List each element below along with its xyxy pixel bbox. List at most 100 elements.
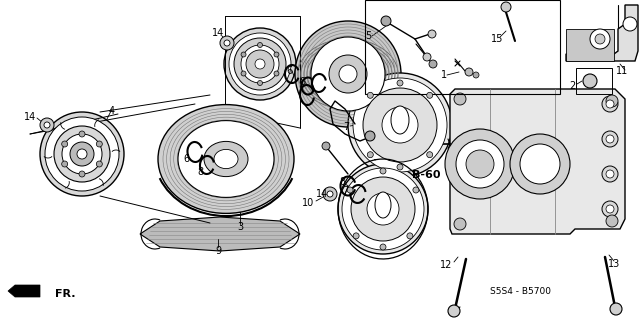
Circle shape: [234, 38, 286, 90]
Circle shape: [365, 131, 375, 141]
Text: B-60: B-60: [412, 170, 440, 180]
Circle shape: [220, 36, 234, 50]
Circle shape: [40, 112, 124, 196]
Polygon shape: [566, 29, 614, 61]
Circle shape: [40, 118, 54, 132]
Circle shape: [246, 50, 274, 78]
Text: 10: 10: [302, 198, 314, 208]
Circle shape: [241, 45, 279, 83]
Circle shape: [97, 161, 102, 167]
Circle shape: [397, 164, 403, 170]
Text: 6: 6: [286, 66, 292, 76]
Text: 15: 15: [491, 34, 503, 44]
Circle shape: [602, 96, 618, 112]
Circle shape: [339, 65, 357, 83]
Circle shape: [606, 95, 618, 107]
Polygon shape: [8, 285, 40, 297]
Circle shape: [454, 93, 466, 105]
Circle shape: [363, 88, 437, 162]
Text: 3: 3: [237, 222, 243, 232]
Text: 14: 14: [316, 189, 328, 199]
Circle shape: [295, 21, 401, 127]
Circle shape: [338, 164, 428, 254]
Circle shape: [347, 187, 353, 193]
Circle shape: [520, 144, 560, 184]
Circle shape: [413, 187, 419, 193]
Circle shape: [623, 17, 637, 31]
Circle shape: [79, 131, 85, 137]
Text: 8: 8: [299, 77, 305, 87]
Circle shape: [595, 34, 605, 44]
Circle shape: [353, 233, 359, 239]
Circle shape: [224, 28, 296, 100]
Circle shape: [465, 68, 473, 76]
Ellipse shape: [214, 149, 238, 169]
Circle shape: [428, 30, 436, 38]
Polygon shape: [566, 5, 638, 61]
Bar: [576, 68, 612, 94]
Circle shape: [606, 170, 614, 178]
Circle shape: [381, 16, 391, 26]
Circle shape: [97, 141, 102, 147]
Circle shape: [367, 152, 373, 158]
Circle shape: [602, 166, 618, 182]
Circle shape: [329, 55, 367, 93]
Circle shape: [473, 72, 479, 78]
Circle shape: [311, 37, 385, 111]
Circle shape: [606, 205, 614, 213]
Circle shape: [62, 134, 102, 174]
Circle shape: [342, 168, 424, 250]
Circle shape: [610, 303, 622, 315]
Circle shape: [606, 135, 614, 143]
Circle shape: [510, 134, 570, 194]
Circle shape: [367, 92, 373, 98]
Text: S5S4 - B5700: S5S4 - B5700: [490, 286, 550, 295]
Ellipse shape: [391, 106, 409, 134]
Circle shape: [429, 60, 437, 68]
Circle shape: [445, 129, 515, 199]
Circle shape: [448, 305, 460, 317]
Ellipse shape: [204, 141, 248, 177]
Circle shape: [382, 107, 418, 143]
Circle shape: [274, 52, 279, 57]
Circle shape: [380, 244, 386, 250]
Text: 13: 13: [608, 259, 620, 269]
Circle shape: [241, 71, 246, 76]
Circle shape: [224, 40, 230, 46]
Circle shape: [348, 73, 452, 177]
Circle shape: [423, 53, 431, 61]
Circle shape: [44, 122, 50, 128]
Circle shape: [45, 117, 119, 191]
Text: 8: 8: [339, 177, 345, 187]
Circle shape: [327, 191, 333, 197]
Circle shape: [606, 215, 618, 227]
Circle shape: [466, 150, 494, 178]
Circle shape: [353, 78, 447, 172]
Circle shape: [602, 201, 618, 217]
Circle shape: [427, 92, 433, 98]
Circle shape: [322, 142, 330, 150]
Circle shape: [501, 2, 511, 12]
Circle shape: [380, 168, 386, 174]
Circle shape: [61, 141, 68, 147]
Text: 14: 14: [212, 28, 224, 38]
Circle shape: [583, 74, 597, 88]
Circle shape: [397, 80, 403, 86]
Text: 1: 1: [441, 70, 447, 80]
Text: 7: 7: [343, 122, 349, 132]
Text: 7: 7: [342, 186, 348, 196]
Ellipse shape: [158, 105, 294, 213]
Circle shape: [367, 193, 399, 225]
Circle shape: [454, 218, 466, 230]
Bar: [365, 0, 560, 94]
Circle shape: [70, 142, 94, 166]
Text: 9: 9: [215, 246, 221, 256]
Ellipse shape: [375, 192, 391, 218]
Circle shape: [61, 161, 68, 167]
Text: 2: 2: [570, 81, 576, 91]
Text: FR.: FR.: [55, 289, 76, 299]
Text: 12: 12: [440, 260, 452, 270]
Circle shape: [351, 177, 415, 241]
Circle shape: [255, 59, 265, 69]
Text: 8: 8: [197, 167, 203, 177]
